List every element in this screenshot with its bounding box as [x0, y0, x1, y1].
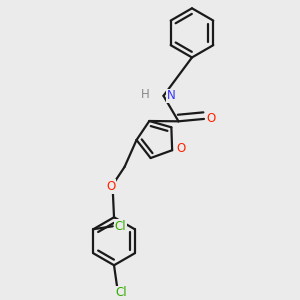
Text: H: H — [141, 88, 150, 101]
Text: O: O — [106, 180, 116, 193]
Text: N: N — [167, 89, 176, 102]
Text: Cl: Cl — [114, 220, 126, 233]
Text: O: O — [207, 112, 216, 125]
Text: O: O — [176, 142, 185, 155]
Text: Cl: Cl — [116, 286, 127, 299]
